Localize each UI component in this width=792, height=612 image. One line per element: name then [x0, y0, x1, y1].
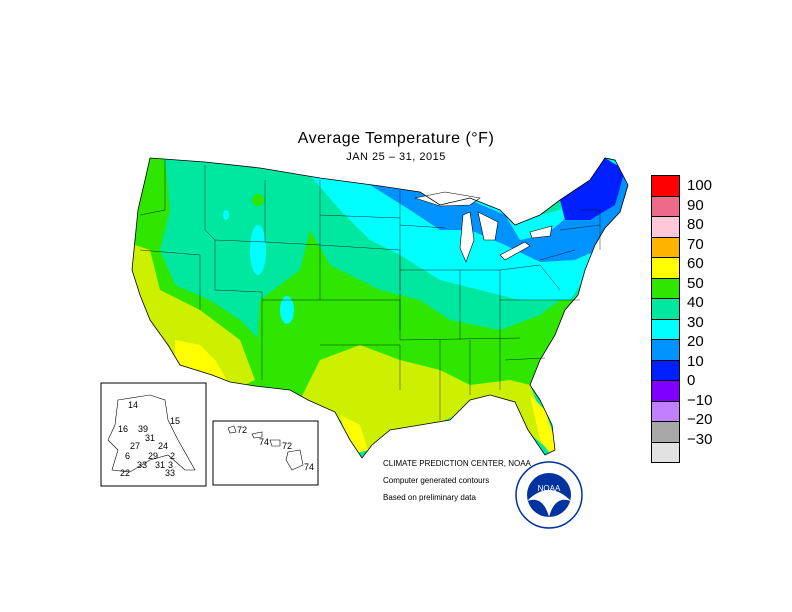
- alaska-value: 2: [170, 451, 176, 461]
- legend-label: 30: [687, 313, 704, 331]
- legend: [651, 175, 681, 463]
- legend-label: 10: [687, 352, 704, 370]
- alaska-outline: [107, 394, 196, 473]
- alaska-value: 22: [120, 468, 131, 478]
- legend-swatch-70: [651, 236, 680, 257]
- noaa-logo: NOAA: [515, 461, 583, 529]
- hawaii-value: 72: [282, 441, 293, 451]
- band-30-rockies: [250, 225, 266, 275]
- alaska-value: 39: [138, 424, 149, 434]
- band-30-colorado: [280, 296, 294, 324]
- legend-label: −20: [687, 411, 713, 428]
- map-subtitle: JAN 25 – 31, 2015: [346, 151, 446, 163]
- lake-erie: [499, 241, 531, 261]
- alaska-value: 6: [125, 451, 131, 461]
- alaska-value: 27: [130, 441, 141, 451]
- legend-swatch-minus10: [651, 400, 680, 421]
- credits-agency: CLIMATE PREDICTION CENTER, NOAA: [383, 459, 531, 468]
- hawaii-value: 72: [237, 425, 248, 435]
- noaa-logo-text: NOAA: [538, 484, 561, 493]
- legend-swatch-90: [651, 195, 680, 216]
- legend-label: 100: [687, 177, 713, 194]
- hawaii-value: 74: [259, 437, 270, 447]
- legend-label: 40: [687, 294, 704, 311]
- legend-label: −30: [687, 430, 713, 448]
- band-10-maine: [560, 158, 625, 220]
- credits-method: Computer generated contours: [383, 476, 490, 485]
- alaska-value: 33: [137, 460, 148, 470]
- legend-label: 0: [687, 372, 696, 389]
- alaska-value: 24: [158, 441, 169, 451]
- lake-superior: [413, 191, 481, 207]
- band-60-texas: [340, 415, 368, 455]
- band-60-gulf: [300, 345, 560, 458]
- legend-swatch-80: [651, 216, 680, 237]
- band-50-montana: [252, 194, 264, 206]
- legend-label: 70: [687, 235, 704, 253]
- lake-ontario: [529, 225, 553, 239]
- legend-label: 80: [687, 216, 704, 233]
- legend-swatch-20: [651, 339, 680, 360]
- us-outline: [131, 157, 629, 459]
- state-borders: [139, 160, 601, 420]
- alaska-value: 15: [170, 416, 181, 426]
- legend-swatch-minus30: [651, 441, 680, 463]
- legend-label: 90: [687, 196, 704, 214]
- alaska-value: 3: [168, 460, 174, 470]
- legend-label: 60: [687, 255, 704, 272]
- credits: CLIMATE PREDICTION CENTER, NOAA Computer…: [383, 455, 531, 506]
- map-title: Average Temperature (°F): [297, 130, 495, 147]
- legend-swatch-60: [651, 257, 680, 278]
- legend-label: −10: [687, 391, 713, 409]
- legend-swatch-minus20: [651, 421, 680, 442]
- alaska-value: 16: [118, 424, 129, 434]
- legend-swatch-30: [651, 318, 680, 339]
- alaska-value: 14: [128, 400, 139, 410]
- alaska-value: 31: [155, 460, 166, 470]
- band-30-idaho: [223, 210, 229, 220]
- hawaii-islands: [227, 425, 304, 471]
- legend-swatch-10: [651, 359, 680, 380]
- legend-swatch-50: [651, 277, 680, 298]
- lake-michigan: [459, 211, 475, 263]
- hawaii-value: 74: [304, 462, 315, 472]
- legend-label: 50: [687, 274, 704, 292]
- legend-swatch-40: [651, 298, 680, 319]
- legend-swatch-0: [651, 380, 680, 401]
- great-lakes: [413, 191, 553, 263]
- credits-note: Based on preliminary data: [383, 493, 476, 502]
- legend-swatch-100: [651, 175, 680, 196]
- alaska-value: 33: [165, 468, 176, 478]
- band-20: [370, 170, 628, 262]
- alaska-value: 31: [145, 433, 156, 443]
- lake-huron: [477, 211, 499, 241]
- band-60-florida: [530, 395, 555, 458]
- legend-labels: 100 90 80 70 60 50 40 30 20 10 0 −10 −20…: [687, 176, 767, 449]
- alaska-value: 29: [148, 451, 159, 461]
- legend-label: 20: [687, 333, 704, 350]
- band-60-sw-core: [175, 340, 230, 385]
